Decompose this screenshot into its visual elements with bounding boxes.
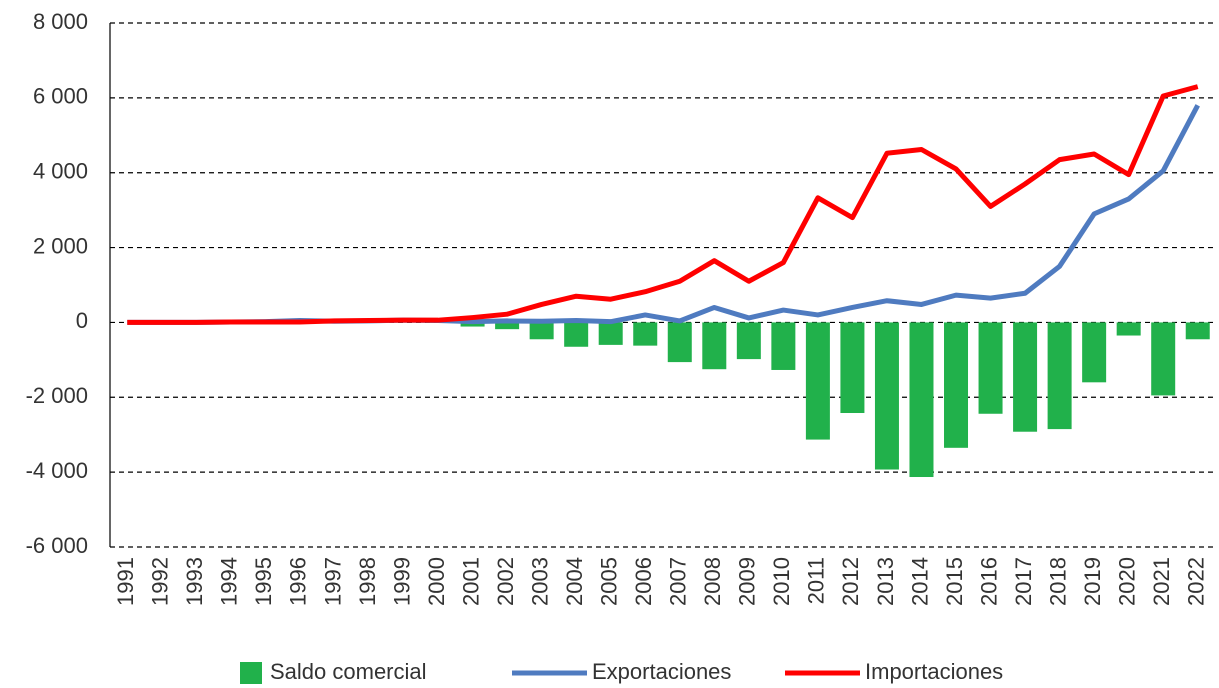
x-tick-label: 2019 <box>1080 557 1105 606</box>
bar <box>1082 322 1107 383</box>
x-tick-label: 2022 <box>1184 557 1209 606</box>
bar <box>805 322 830 440</box>
y-tick-label: -2 000 <box>26 383 88 408</box>
x-tick-label: 1995 <box>251 557 276 606</box>
x-tick-label: 2014 <box>907 557 932 606</box>
y-tick-label: 2 000 <box>33 233 88 258</box>
x-tick-label: 2015 <box>942 557 967 606</box>
bar <box>978 322 1003 414</box>
x-tick-label: 2020 <box>1114 557 1139 606</box>
bar <box>909 322 934 478</box>
x-tick-label: 1998 <box>355 557 380 606</box>
x-tick-label: 2006 <box>631 557 656 606</box>
bar <box>1151 322 1176 396</box>
x-tick-label: 1999 <box>389 557 414 606</box>
bar <box>495 322 520 330</box>
y-tick-label: -4 000 <box>26 458 88 483</box>
x-tick-label: 2021 <box>1149 557 1174 606</box>
bar <box>702 322 727 370</box>
x-tick-label: 2018 <box>1045 557 1070 606</box>
legend-label: Exportaciones <box>592 659 731 684</box>
x-tick-label: 2011 <box>804 557 829 604</box>
y-tick-label: -6 000 <box>26 533 88 558</box>
x-tick-label: 2013 <box>873 557 898 606</box>
x-tick-label: 1993 <box>182 557 207 606</box>
y-tick-label: 8 000 <box>33 9 88 34</box>
x-tick-label: 2007 <box>666 557 691 606</box>
x-tick-label: 1992 <box>148 557 173 606</box>
x-tick-label: 1994 <box>217 557 242 606</box>
x-tick-label: 1996 <box>286 557 311 606</box>
y-tick-label: 4 000 <box>33 159 88 184</box>
y-tick-label: 6 000 <box>33 84 88 109</box>
x-tick-label: 2016 <box>976 557 1001 606</box>
bar <box>598 322 623 345</box>
bar <box>1047 322 1072 430</box>
x-tick-label: 2002 <box>493 557 518 606</box>
x-tick-label: 2017 <box>1011 557 1036 606</box>
bar <box>633 322 658 346</box>
x-tick-label: 1991 <box>113 557 138 606</box>
line <box>127 84 1199 325</box>
x-tick-label: 2009 <box>735 557 760 606</box>
bar <box>771 322 796 370</box>
x-tick-label: 2000 <box>424 557 449 606</box>
x-tick-label: 1997 <box>320 557 345 606</box>
x-tick-label: 2005 <box>597 557 622 606</box>
y-tick-label: 0 <box>76 308 88 333</box>
line <box>127 104 1200 325</box>
x-tick-label: 2004 <box>562 557 587 606</box>
legend-label: Saldo comercial <box>270 659 427 684</box>
bar <box>1116 322 1141 336</box>
legend-swatch <box>240 662 262 684</box>
x-tick-label: 2010 <box>769 557 794 606</box>
bar <box>944 322 969 448</box>
bar <box>564 322 589 347</box>
bar <box>874 322 899 470</box>
bar <box>1185 322 1210 340</box>
bar <box>460 322 485 327</box>
bar <box>840 322 865 414</box>
x-tick-label: 2012 <box>838 557 863 606</box>
x-tick-label: 2001 <box>458 557 483 606</box>
x-tick-label: 2003 <box>527 557 552 606</box>
bar <box>1013 322 1038 432</box>
x-tick-label: 2008 <box>700 557 725 606</box>
bar <box>529 322 554 340</box>
bar <box>667 322 692 363</box>
bar <box>736 322 761 360</box>
legend-label: Importaciones <box>865 659 1003 684</box>
